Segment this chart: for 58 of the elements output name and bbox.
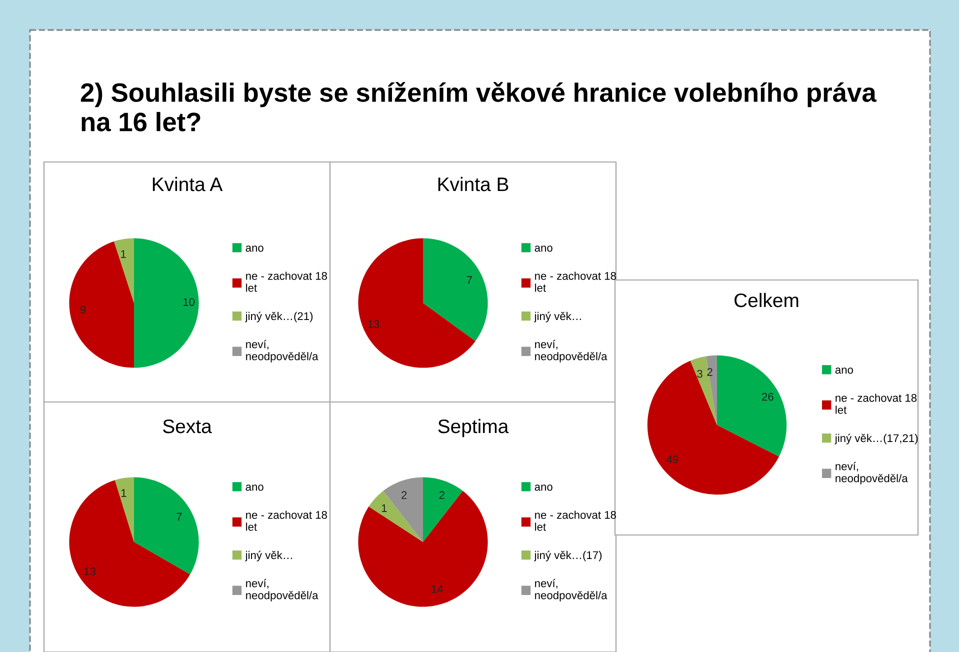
legend-label: neví, neodpověděl/a (535, 340, 608, 362)
legend-label: ne - zachovat 18 let (836, 394, 917, 414)
legend-label: ano (246, 484, 264, 491)
data-label: 26 (762, 392, 774, 401)
pie-slice (114, 477, 134, 542)
data-label: 9 (80, 306, 86, 314)
data-label: 13 (368, 320, 380, 328)
legend-label: ne - zachovat 18 let (535, 272, 616, 292)
pie-slice (717, 355, 787, 457)
data-label: 3 (697, 370, 702, 378)
legend-label: neví, neodpověděl/a (836, 462, 908, 484)
legend-label: neví, neodpověděl/a (246, 578, 318, 602)
pie-slice (358, 238, 476, 368)
data-label: 7 (466, 276, 472, 284)
data-label: 2 (402, 491, 407, 499)
data-label: 2 (707, 368, 712, 376)
legend-label: ano (534, 484, 552, 491)
legend-label: ano (534, 246, 552, 252)
legend-label: ano (246, 246, 264, 252)
chart-title: Kvinta B (438, 176, 508, 192)
legend-label: neví, neodpověděl/a (246, 340, 318, 362)
pie-slice (114, 238, 134, 303)
pie-slice (134, 238, 199, 368)
pie-slice (134, 477, 199, 574)
legend-label: ne - zachovat 18 let (535, 510, 616, 531)
pie-slice (690, 356, 717, 425)
data-label: 7 (176, 512, 182, 521)
pie-slice (423, 238, 488, 342)
pie-slice (706, 355, 717, 425)
chart-title: Sexta (163, 419, 212, 434)
pie-slice (368, 490, 423, 542)
legend-label: ne - zachovat 18 let (246, 272, 327, 292)
data-label: 10 (183, 298, 195, 306)
pie-slice (69, 480, 190, 607)
chart-title: Kvinta A (152, 176, 223, 192)
data-label: 13 (84, 567, 96, 576)
data-label: 49 (666, 456, 678, 464)
pie-slice (647, 360, 780, 495)
data-label: 1 (121, 489, 126, 497)
pie-slice (383, 477, 423, 542)
legend-label: jiný věk…(17,21) (834, 434, 918, 444)
data-label: 1 (121, 250, 126, 258)
legend-label: ne - zachovat 18 let (246, 510, 327, 531)
data-label: 14 (432, 585, 444, 593)
text: 2) Souhlasili byste se snížením věkové hranice volebního práva na 16 let? (80, 82, 877, 132)
data-label: 2 (439, 491, 444, 499)
legend-label: neví, neodpověděl/a (535, 578, 608, 602)
legend-label: jiný věk…(17) (534, 550, 602, 562)
legend-label: jiný věk…(21) (245, 312, 313, 322)
chart-title: Celkem (734, 292, 798, 308)
pie-slice (69, 241, 134, 368)
legend-label: jiný věk… (245, 550, 292, 562)
chart-title: Septima (438, 418, 509, 438)
legend-label: jiný věk… (534, 312, 581, 322)
pie-slice (358, 490, 488, 607)
pie-slice (423, 477, 463, 542)
data-label: 1 (382, 504, 387, 512)
legend-label: ano (835, 368, 853, 374)
